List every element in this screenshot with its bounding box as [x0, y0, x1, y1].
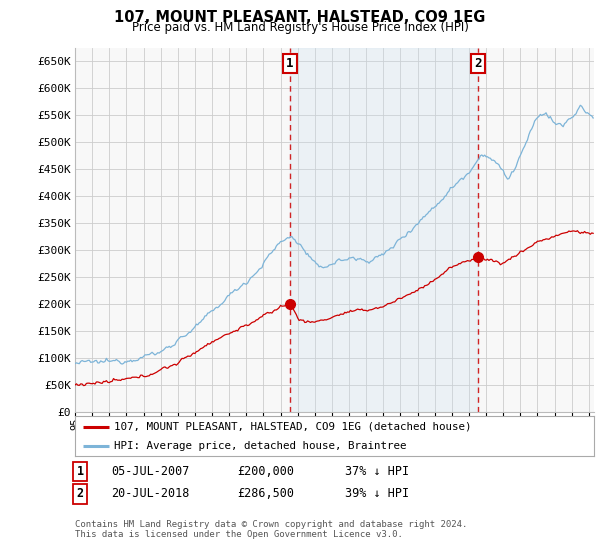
Text: 107, MOUNT PLEASANT, HALSTEAD, CO9 1EG (detached house): 107, MOUNT PLEASANT, HALSTEAD, CO9 1EG (… — [114, 422, 472, 432]
Text: £286,500: £286,500 — [237, 487, 294, 501]
Text: 39% ↓ HPI: 39% ↓ HPI — [345, 487, 409, 501]
Text: 1: 1 — [77, 465, 84, 478]
Text: 2: 2 — [475, 57, 482, 69]
Text: 107, MOUNT PLEASANT, HALSTEAD, CO9 1EG: 107, MOUNT PLEASANT, HALSTEAD, CO9 1EG — [115, 10, 485, 25]
Text: 05-JUL-2007: 05-JUL-2007 — [111, 465, 190, 478]
Text: £200,000: £200,000 — [237, 465, 294, 478]
Text: Price paid vs. HM Land Registry's House Price Index (HPI): Price paid vs. HM Land Registry's House … — [131, 21, 469, 34]
Text: HPI: Average price, detached house, Braintree: HPI: Average price, detached house, Brai… — [114, 441, 406, 451]
Text: 20-JUL-2018: 20-JUL-2018 — [111, 487, 190, 501]
Text: Contains HM Land Registry data © Crown copyright and database right 2024.
This d: Contains HM Land Registry data © Crown c… — [75, 520, 467, 539]
Bar — [290, 48, 478, 412]
Text: 2: 2 — [77, 487, 84, 501]
Text: 1: 1 — [286, 57, 293, 69]
Text: 37% ↓ HPI: 37% ↓ HPI — [345, 465, 409, 478]
